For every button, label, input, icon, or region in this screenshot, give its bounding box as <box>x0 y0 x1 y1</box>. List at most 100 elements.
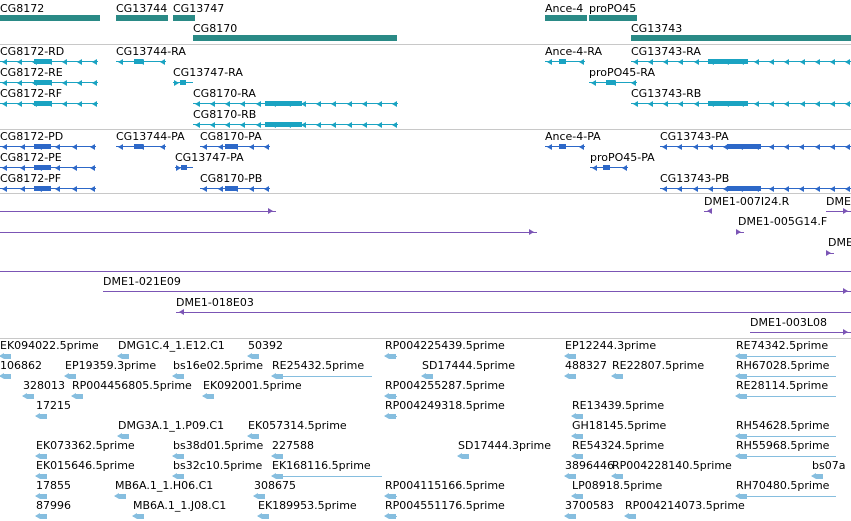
strand-arrow <box>591 80 596 86</box>
exon-block <box>559 59 566 64</box>
gene-bar[interactable] <box>0 15 100 21</box>
strand-arrow <box>271 373 276 379</box>
strand-arrow <box>826 250 831 256</box>
strand-arrow <box>768 144 774 150</box>
feature-label: Ance-4 <box>545 2 584 15</box>
feature-label: CG8172-PE <box>0 151 62 164</box>
est-line <box>272 476 382 477</box>
strand-arrow <box>179 309 184 315</box>
exon-block <box>708 101 748 106</box>
gene-bar[interactable] <box>173 15 195 21</box>
est-block <box>740 434 747 439</box>
exon-block <box>265 101 302 106</box>
transcript-track: CG8172-RD CG8172-RE CG8172-RF CG13744-RA CG1… <box>0 45 851 129</box>
est-block <box>462 454 469 459</box>
strand-arrow <box>529 229 534 235</box>
strand-arrow <box>392 122 397 128</box>
feature-label: bs31g05.5prime <box>173 519 263 521</box>
strand-arrow <box>114 493 119 499</box>
feature-label: GH18145.5prime <box>572 419 667 432</box>
strand-arrow <box>2 80 7 86</box>
exon-block <box>727 144 761 149</box>
est-block <box>40 514 47 519</box>
exon-block <box>606 80 615 85</box>
gene-bar[interactable] <box>193 35 397 41</box>
strand-arrow <box>845 101 850 107</box>
feature-label: EP12244.3prime <box>565 339 657 352</box>
strand-arrow <box>662 186 667 192</box>
strand-arrow <box>648 101 654 107</box>
feature-label: 3896446 <box>565 459 614 472</box>
strand-arrow <box>202 393 207 399</box>
strand-arrow <box>35 513 40 519</box>
strand-arrow <box>195 101 200 107</box>
strand-arrow <box>160 59 165 65</box>
strand-arrow <box>72 165 78 171</box>
strand-arrow <box>829 101 835 107</box>
strand-arrow <box>225 122 231 128</box>
exon-block <box>34 144 51 149</box>
feature-label: RP004255287.5prime <box>385 379 505 392</box>
strand-arrow <box>547 144 552 150</box>
strand-arrow <box>829 144 835 150</box>
strand-arrow <box>376 122 382 128</box>
feature-label: RP004194156.5prime <box>385 519 505 521</box>
strand-arrow <box>202 186 207 192</box>
exon-block <box>34 186 51 191</box>
feature-label: CG13747-PA <box>175 151 244 164</box>
strand-arrow <box>723 144 728 150</box>
feature-label: RE74342.5prime <box>736 339 829 352</box>
strand-arrow <box>564 373 569 379</box>
exon-block <box>34 101 52 106</box>
strand-arrow <box>2 101 7 107</box>
est-block <box>740 454 747 459</box>
exon-block <box>181 165 187 170</box>
strand-arrow <box>784 101 790 107</box>
feature-label: 488327 <box>565 359 607 372</box>
strand-arrow <box>845 59 850 65</box>
exon-block <box>134 144 143 149</box>
feature-label: DMG1C.4_1.E12.C1 <box>118 339 225 352</box>
strand-arrow <box>754 59 760 65</box>
feature-label: proPO45-PA <box>590 151 655 164</box>
strand-arrow <box>248 186 254 192</box>
strand-arrow <box>17 59 22 65</box>
strand-arrow <box>174 80 179 86</box>
clone-line <box>0 232 537 233</box>
strand-arrow <box>92 80 97 86</box>
est-block <box>40 494 47 499</box>
feature-label: 3700583 <box>565 499 614 512</box>
strand-arrow <box>64 373 69 379</box>
est-line <box>736 376 836 377</box>
track-divider <box>0 338 851 339</box>
strand-arrow <box>62 80 67 86</box>
feature-label: bs16e02.5prime <box>173 359 264 372</box>
est-block <box>40 474 47 479</box>
feature-label: 227588 <box>272 439 314 452</box>
strand-arrow <box>132 513 137 519</box>
exon-block <box>34 80 52 85</box>
exon-block <box>225 186 238 191</box>
gene-bar[interactable] <box>545 15 587 21</box>
strand-arrow <box>17 101 22 107</box>
strand-arrow <box>301 101 307 107</box>
exon-block <box>180 80 186 85</box>
feature-label: DME1-007I24.R <box>704 195 790 208</box>
feature-label: CG8170-PA <box>200 130 262 143</box>
est-block <box>616 374 623 379</box>
strand-arrow <box>564 513 569 519</box>
est-block <box>616 474 623 479</box>
feature-label: CG13744 <box>116 2 168 15</box>
gene-bar[interactable] <box>589 15 637 21</box>
strand-arrow <box>735 393 740 399</box>
strand-arrow <box>255 122 261 128</box>
clone-line <box>0 271 851 272</box>
strand-arrow <box>346 101 352 107</box>
clone-line <box>826 211 851 212</box>
gene-bar[interactable] <box>631 35 851 41</box>
gene-bar[interactable] <box>116 15 168 21</box>
strand-arrow <box>769 59 775 65</box>
feature-label: EK094022.5prime <box>0 339 99 352</box>
strand-arrow <box>814 186 820 192</box>
strand-arrow <box>19 186 25 192</box>
